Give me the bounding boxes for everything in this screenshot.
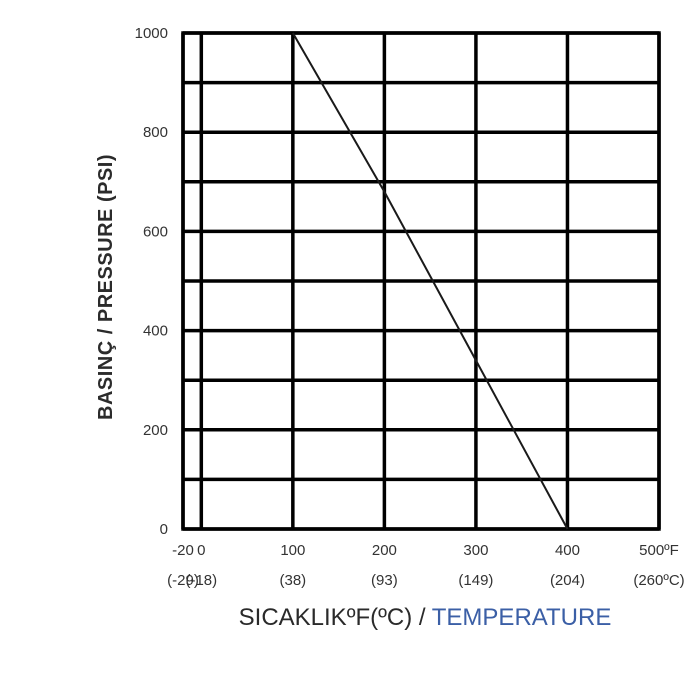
y-tick-label: 200 [143, 422, 168, 439]
series-group [291, 32, 569, 530]
y-tick-label: 600 [143, 223, 168, 240]
x-tick-label-fahrenheit: 100 [280, 542, 305, 559]
y-tick-label: 400 [143, 323, 168, 340]
grid [181, 31, 661, 531]
x-tick-label-celsius: (-18) [185, 572, 217, 589]
x-tick-label-celsius: (-29) [167, 572, 199, 589]
x-tick-label-celsius: (149) [458, 572, 493, 589]
x-tick-label-fahrenheit: -20 [172, 542, 194, 559]
x-tick-label-celsius: (93) [371, 572, 398, 589]
x-tick-label-celsius: (260ºC) [633, 572, 684, 589]
x-axis-label: SICAKLIKºF(ºC) / TEMPERATURE [239, 604, 612, 631]
x-tick-label-fahrenheit: 0 [197, 542, 205, 559]
plot-frame [181, 31, 661, 531]
x-tick-labels: -20 (-29) 0 (-18) 100 (38) 200 (93) 300 (149) 400 (… [167, 542, 685, 589]
y-tick-label: 0 [160, 521, 168, 538]
y-axis-label: BASINÇ / PRESSURE (PSI) [95, 154, 117, 420]
plot-border [181, 31, 661, 531]
y-tick-labels: 0 200 400 600 800 1000 [135, 25, 168, 538]
x-axis-label-english: TEMPERATURE [432, 604, 612, 631]
x-tick-label-fahrenheit: 300 [463, 542, 488, 559]
x-axis-label-local: SICAKLIKºF(ºC) / [239, 604, 432, 631]
x-tick-label-fahrenheit: 200 [372, 542, 397, 559]
x-tick-label-celsius: (38) [280, 572, 307, 589]
x-tick-label-celsius: (204) [550, 572, 585, 589]
series-line [291, 32, 569, 530]
y-tick-label: 800 [143, 124, 168, 141]
y-tick-label: 1000 [135, 25, 168, 42]
x-tick-label-fahrenheit: 400 [555, 542, 580, 559]
x-tick-label-fahrenheit: 500ºF [639, 542, 679, 559]
